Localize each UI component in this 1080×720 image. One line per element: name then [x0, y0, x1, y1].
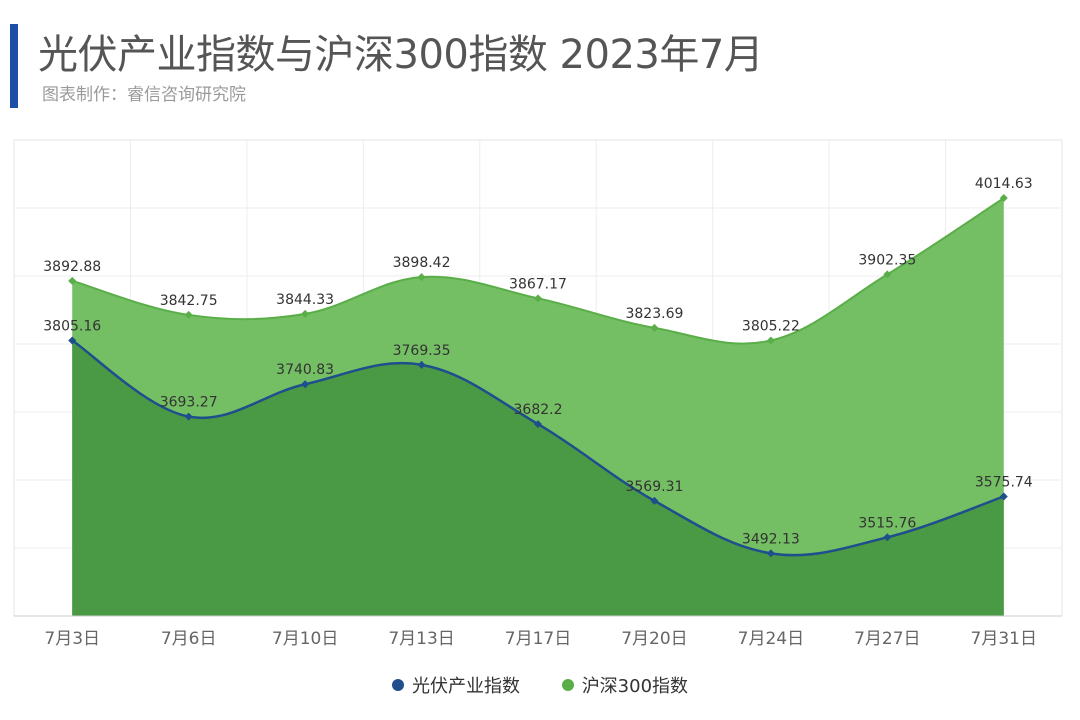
data-point-series2: [301, 309, 310, 318]
data-label-series2: 3805.22: [742, 318, 800, 334]
data-label-series2: 3898.42: [393, 255, 451, 271]
data-label-series2: 3842.75: [160, 293, 218, 309]
data-label-series1: 3515.76: [858, 515, 916, 531]
data-point-series1: [999, 492, 1008, 501]
data-point-series1: [184, 412, 193, 421]
data-point-series2: [999, 194, 1008, 203]
page-subtitle: 图表制作：睿信咨询研究院: [42, 85, 246, 105]
data-point-series2: [184, 310, 193, 319]
x-tick-label: 7月10日: [272, 629, 338, 649]
data-point-series1: [883, 533, 892, 542]
data-label-series2: 4014.63: [975, 176, 1033, 192]
legend: 光伏产业指数 沪深300指数: [0, 672, 1080, 698]
legend-label-series1: 光伏产业指数: [411, 676, 520, 697]
data-point-series2: [68, 276, 77, 285]
x-tick-label: 7月17日: [505, 629, 571, 649]
data-point-series1: [766, 549, 775, 558]
data-point-series2: [650, 323, 659, 332]
legend-item-series2[interactable]: 沪深300指数: [561, 672, 689, 698]
legend-marker-series2: [561, 679, 574, 691]
data-point-series2: [766, 336, 775, 345]
data-point-series2: [417, 273, 426, 282]
legend-marker-series1: [391, 679, 404, 691]
data-label-series1: 3492.13: [742, 531, 800, 547]
page-title: 光伏产业指数与沪深300指数 2023年7月: [38, 32, 764, 78]
x-tick-label: 7月6日: [161, 629, 217, 649]
data-label-series2: 3892.88: [43, 259, 101, 275]
area-series1: [72, 340, 1004, 616]
x-tick-label: 7月20日: [621, 629, 687, 649]
data-label-series1: 3740.83: [276, 362, 334, 378]
data-point-series1: [301, 380, 310, 389]
data-point-series1: [650, 496, 659, 505]
x-tick-label: 7月24日: [738, 629, 804, 649]
data-label-series1: 3569.31: [625, 479, 683, 495]
data-point-series1: [417, 360, 426, 369]
data-label-series1: 3805.16: [43, 318, 101, 334]
data-point-series1: [68, 336, 77, 345]
legend-item-series1[interactable]: 光伏产业指数: [391, 672, 520, 698]
data-label-series2: 3867.17: [509, 276, 567, 292]
data-label-series1: 3682.2: [514, 402, 563, 418]
data-label-series1: 3693.27: [160, 395, 218, 411]
data-label-series1: 3575.74: [975, 474, 1033, 490]
data-point-series2: [534, 294, 542, 303]
data-label-series2: 3844.33: [276, 292, 334, 308]
data-point-series1: [534, 420, 542, 429]
data-label-series1: 3769.35: [393, 343, 451, 359]
legend-label-series2: 沪深300指数: [581, 676, 689, 697]
x-tick-label: 7月13日: [388, 629, 454, 649]
x-tick-label: 7月31日: [971, 629, 1037, 649]
data-point-series2: [883, 270, 892, 279]
data-label-series2: 3823.69: [625, 306, 683, 322]
data-label-series2: 3902.35: [858, 252, 916, 268]
x-tick-label: 7月27日: [854, 629, 920, 649]
x-tick-label: 7月3日: [44, 629, 100, 649]
title-accent-bar: [10, 24, 18, 108]
